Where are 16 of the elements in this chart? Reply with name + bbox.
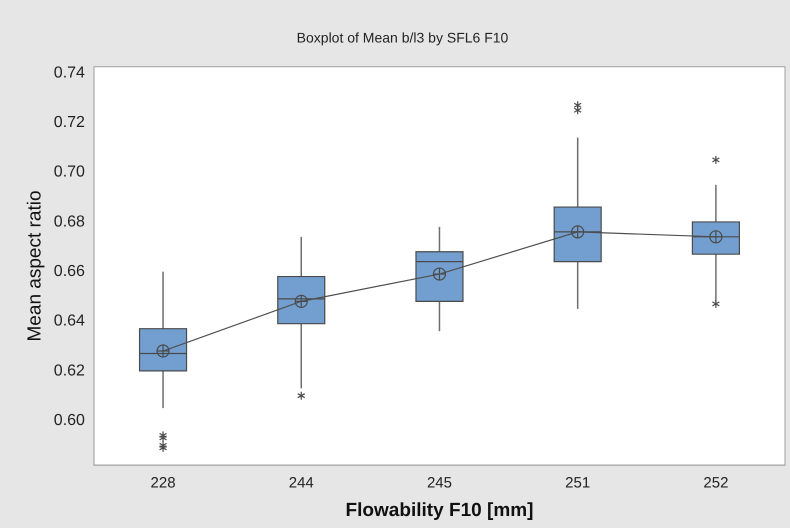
x-tick-label: 251 bbox=[565, 474, 590, 492]
x-tick-label: 228 bbox=[150, 474, 176, 492]
y-tick-label: 0.66 bbox=[54, 262, 86, 280]
y-tick-label: 0.60 bbox=[54, 412, 86, 429]
y-tick-label: 0.64 bbox=[54, 312, 86, 330]
x-tick-label: 252 bbox=[703, 474, 728, 492]
y-tick-label: 0.72 bbox=[54, 114, 86, 132]
chart-title: Boxplot of Mean b/l3 by SFL6 F10 bbox=[296, 29, 509, 46]
y-axis-title: Mean aspect ratio bbox=[24, 190, 46, 342]
y-tick-label: 0.70 bbox=[54, 164, 86, 181]
y-tick-label: 0.62 bbox=[54, 362, 86, 380]
y-tick-label: 0.68 bbox=[54, 213, 86, 230]
y-tick-label: 0.74 bbox=[54, 64, 86, 82]
x-axis-title: Flowability F10 [mm] bbox=[346, 500, 534, 521]
x-tick-label: 245 bbox=[426, 474, 452, 492]
x-tick-label: 244 bbox=[288, 474, 314, 492]
